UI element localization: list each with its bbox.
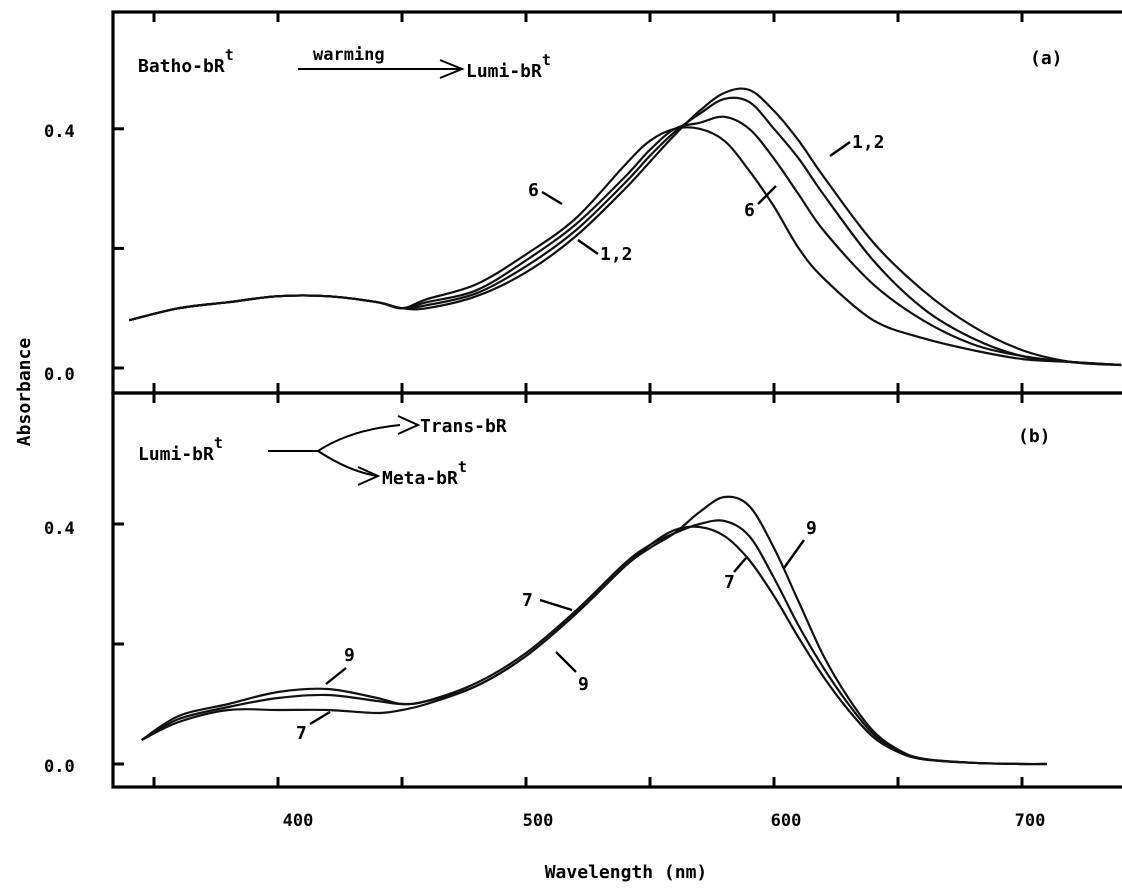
scheme-a-from: Batho-bRt xyxy=(138,46,234,77)
scheme-b-to-meta: Meta-bRt xyxy=(382,458,467,489)
leader-b-9-right xyxy=(783,539,805,569)
panel-a-frame xyxy=(111,10,1122,395)
scheme-b-to-trans: Trans-bR xyxy=(420,416,507,437)
curve-label-a-1-2-left: 1,2 xyxy=(600,244,633,265)
leader-a-1-2-right xyxy=(829,141,851,157)
curve-label-a-1-2-right: 1,2 xyxy=(852,132,885,153)
x-tick-label-700: 700 xyxy=(1015,811,1046,831)
curve-label-b-9-left: 9 xyxy=(344,645,355,666)
curve-label-a-6-right: 6 xyxy=(744,200,755,221)
curve-label-b-9-mid: 9 xyxy=(578,674,589,695)
spectrum-curve-panel-b-1 xyxy=(141,525,1047,766)
spectrum-curve-panel-a-3 xyxy=(128,115,1122,367)
curve-label-b-7-left: 7 xyxy=(296,723,307,744)
axis-ticks xyxy=(113,12,1024,787)
x-tick-label-600: 600 xyxy=(771,811,802,831)
y-tick-label-a-0.4: 0.4 xyxy=(44,122,75,142)
curve-label-a-6-left: 6 xyxy=(528,180,539,201)
panel-b-frame xyxy=(111,391,1122,789)
leader-b-7-mid xyxy=(539,598,573,612)
curve-label-b-9-right: 9 xyxy=(806,518,817,539)
leader-a-6-right xyxy=(757,185,777,205)
curve-label-b-7-right: 7 xyxy=(724,572,735,593)
x-tick-label-400: 400 xyxy=(283,811,314,831)
y-tick-label-b-0.0: 0.0 xyxy=(44,757,75,777)
leader-b-9-left xyxy=(325,667,347,685)
panel-label-b: (b) xyxy=(1018,426,1051,447)
scheme-a-arrow-label: warming xyxy=(313,45,385,65)
spectrum-curve-panel-a-4 xyxy=(128,126,1122,367)
leader-b-7-right xyxy=(733,557,747,573)
scheme-b-branch-arrows xyxy=(268,415,421,486)
leader-a-6-left xyxy=(541,190,563,206)
spectrum-curve-panel-a-1 xyxy=(128,87,1122,367)
leader-b-7-left xyxy=(309,710,331,726)
scheme-a-to: Lumi-bRt xyxy=(466,51,551,82)
curve-label-b-7-mid: 7 xyxy=(522,590,533,611)
scheme-a-arrow xyxy=(298,59,465,79)
scheme-b-from: Lumi-bRt xyxy=(138,434,223,465)
x-axis-label: Wavelength (nm) xyxy=(545,862,708,883)
leader-a-1-2-left xyxy=(577,239,599,255)
spectrum-curves xyxy=(128,87,1122,766)
leader-b-9-mid xyxy=(555,651,577,673)
spectrum-curve-panel-b-2 xyxy=(141,519,1047,766)
y-axis-label: Absorbance xyxy=(14,338,35,447)
x-tick-label-500: 500 xyxy=(523,811,554,831)
panel-label-a: (a) xyxy=(1030,48,1063,69)
y-tick-label-a-0.0: 0.0 xyxy=(44,365,75,385)
spectrum-curve-panel-b-3 xyxy=(140,495,1047,766)
y-tick-label-b-0.4: 0.4 xyxy=(44,519,75,539)
